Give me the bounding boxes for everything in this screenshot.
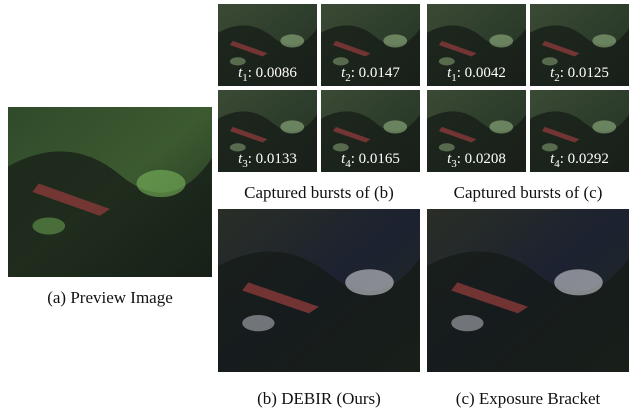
figure: (a) Preview Imaget1: 0.0086t2: 0.0147t3:…: [0, 0, 637, 417]
photo-highlight: [451, 315, 483, 331]
caption: Captured bursts of (c): [454, 183, 603, 202]
photo-highlight: [242, 315, 274, 331]
label-text: : 0.0125: [560, 65, 609, 81]
label-text: : 0.0292: [560, 151, 609, 167]
label-text: : 0.0165: [351, 151, 400, 167]
photo-highlight: [554, 269, 602, 295]
photo: [218, 209, 420, 372]
caption: Captured bursts of (b): [244, 183, 394, 202]
label-text: : 0.0208: [457, 151, 506, 167]
photo-highlight: [489, 34, 513, 47]
photo-highlight: [280, 34, 304, 47]
caption: (c) Exposure Bracket: [456, 389, 601, 408]
photo: [8, 107, 212, 277]
photo-highlight: [383, 34, 407, 47]
label-text: : 0.0086: [248, 65, 298, 81]
caption: (a) Preview Image: [47, 288, 173, 307]
label-text: : 0.0042: [457, 65, 506, 81]
caption: (b) DEBIR (Ours): [257, 389, 381, 408]
photo-highlight: [592, 34, 616, 47]
photo-highlight: [137, 170, 186, 197]
photo-highlight: [280, 120, 304, 133]
photo-highlight: [345, 269, 393, 295]
photo-highlight: [32, 218, 65, 235]
photo-highlight: [489, 120, 513, 133]
photo-highlight: [592, 120, 616, 133]
photo-highlight: [383, 120, 407, 133]
label-text: : 0.0147: [351, 65, 401, 81]
photo: [427, 209, 629, 372]
label-text: : 0.0133: [248, 151, 297, 167]
